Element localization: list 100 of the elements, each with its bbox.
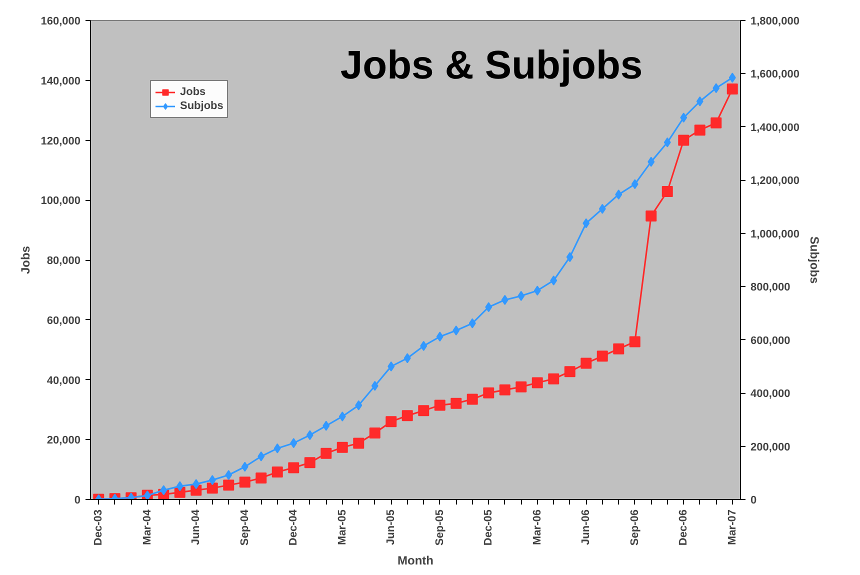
y2-tick-label: 200,000 [750,441,790,454]
y2-tick-label: 1,400,000 [750,122,800,134]
y-tick-label: 20,000 [46,434,81,447]
point [613,343,624,354]
point [420,340,428,351]
point [550,275,558,286]
y2-tick-label: 1,200,000 [750,175,800,188]
y2-tick-label: 1,600,000 [750,68,800,81]
point [710,117,722,128]
point [483,387,494,398]
y-tick-label: 120,000 [40,135,81,148]
point [418,405,430,416]
x-tick-label: Mar-04 [141,508,154,545]
point [596,350,608,362]
point [258,451,265,462]
x-tick-label: Sep-06 [628,509,641,546]
x-tick-label: Dec-06 [678,510,690,546]
point [320,448,332,459]
point [466,394,478,405]
point [678,134,690,146]
y-tick-label: 100,000 [40,195,81,208]
point [223,480,234,491]
text: Jobs & Subjobs [340,44,643,88]
point [402,410,413,422]
point [388,361,395,372]
point [256,472,267,484]
point [648,156,655,167]
point [646,210,657,222]
y2-tick-label: 1,000,000 [750,228,800,240]
legend-label: Subjobs [180,99,224,113]
point [566,252,574,262]
y-tick-label: 40,000 [46,374,81,387]
point [485,302,492,312]
point [631,179,638,190]
y-tick-label: 140,000 [40,75,81,88]
point [712,83,720,94]
point [225,470,232,480]
point [288,462,300,474]
y-axis-title: Jobs [18,246,33,274]
y-tick-label: 160,000 [40,16,81,28]
point [518,290,525,301]
point [369,428,380,439]
point [680,112,688,123]
x-tick-label: Mar-07 [726,509,738,545]
point [404,353,411,364]
x-tick-label: Mar-06 [531,509,544,545]
point [206,482,218,494]
point [696,96,704,106]
point [272,466,283,478]
point [436,332,444,342]
y2-tick-label: 800,000 [750,282,790,294]
point [726,84,738,95]
point [355,400,362,410]
x-tick-label: Mar-05 [336,509,348,545]
point [386,416,397,428]
point [274,443,281,454]
point [532,377,543,388]
point [499,384,510,396]
legend-label: Jobs [180,85,206,99]
y2-tick-label: 0 [750,494,757,506]
point [290,438,298,448]
x-tick-label: Jun-06 [580,509,592,545]
point [548,373,560,384]
point [239,476,250,488]
point [371,380,378,391]
point [662,186,673,197]
x-tick-label: Sep-05 [434,509,446,546]
point [304,457,316,468]
x-tick-label: Dec-03 [92,510,105,546]
point [582,218,590,228]
point [615,190,622,200]
point [728,72,736,83]
y2-tick-label: 400,000 [750,388,790,400]
point [629,336,640,348]
point [564,366,576,378]
y2-axis-title: Subjobs [807,236,822,284]
point [598,204,606,214]
x-tick-label: Jun-04 [190,508,202,545]
point [580,358,592,369]
point [336,442,348,453]
point [694,124,706,136]
point [501,294,508,305]
point [338,411,346,422]
point [192,479,200,490]
x-tick-label: Sep-04 [238,508,251,546]
point [534,286,541,296]
point [468,318,476,328]
point [241,462,248,472]
point [160,485,168,496]
point [322,420,330,431]
point [306,430,314,440]
point [353,438,364,449]
point [516,381,527,392]
x-tick-label: Jun-05 [385,509,398,545]
x-tick-label: Dec-04 [288,508,300,546]
point [452,326,460,336]
point [450,398,462,409]
y2-tick-label: 1,800,000 [750,16,800,28]
point [176,481,184,492]
y-tick-label: 60,000 [46,314,81,327]
